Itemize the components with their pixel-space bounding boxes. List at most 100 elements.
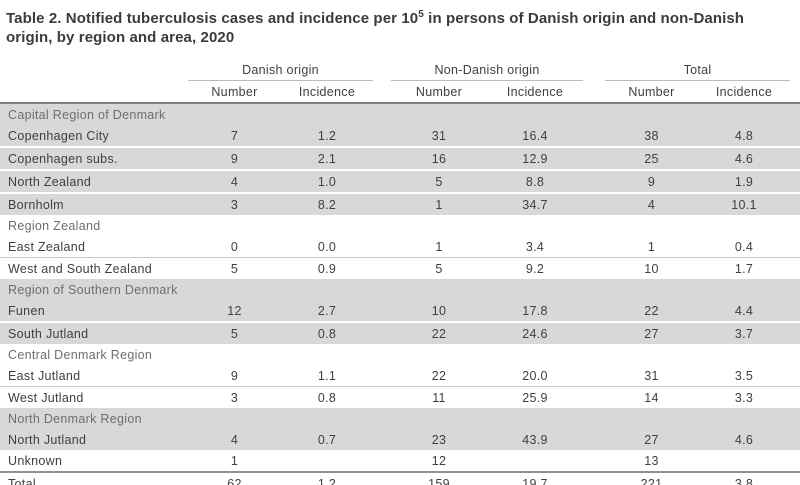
group-gap: [790, 257, 800, 279]
cell-number-total: 38: [605, 125, 699, 147]
row-label: North Denmark Region: [0, 408, 188, 429]
cell-incidence-danish: 1.0: [281, 169, 374, 193]
cell-incidence-danish: 0.9: [281, 257, 374, 279]
cell-number-danish: 0: [230, 239, 239, 254]
cell-incidence-danish: 8.2: [281, 192, 374, 215]
group-gap: [583, 146, 606, 170]
cell-incidence-danish: 0.8: [281, 321, 374, 344]
region-section-row: Region Zealand: [0, 215, 800, 236]
group-gap: [583, 169, 606, 193]
group-gap: [790, 169, 800, 193]
row-label: Copenhagen subs.: [0, 146, 188, 170]
group-gap: [373, 386, 392, 408]
area-data-row: East Zealand 0 0.0 1 3.4 1 0.4: [0, 236, 800, 258]
group-gap: [373, 257, 392, 279]
subheader-number-total: Number: [605, 80, 699, 104]
cell-incidence-danish: [281, 450, 373, 472]
cell-incidence-total: 1.9: [698, 169, 791, 193]
row-label: North Zealand: [0, 169, 188, 193]
cell-incidence-non-danish: 16.4: [487, 125, 584, 147]
subheader-number-non-danish: Number: [391, 80, 488, 104]
region-section-row: North Denmark Region: [0, 408, 800, 429]
section-row-filler: [188, 103, 800, 125]
group-gap: [583, 450, 605, 472]
cell-number-danish: 7: [188, 125, 281, 147]
cell-incidence-non-danish: 17.8: [487, 300, 584, 322]
cell-incidence-total: 3.3: [698, 386, 791, 408]
cell-incidence-non-danish: 9.2: [487, 257, 584, 279]
group-gap: [790, 471, 800, 485]
cell-number-danish: 9: [188, 146, 281, 170]
group-gap: [583, 257, 606, 279]
cell-number-danish: 4: [188, 429, 281, 450]
group-gap: [790, 365, 800, 387]
group-gap: [583, 321, 606, 344]
cell-incidence-non-danish: 3.4: [525, 239, 545, 254]
cell-number-non-danish: 31: [391, 125, 488, 147]
cell-incidence-non-danish: 19.7: [487, 471, 584, 485]
group-gap: [583, 80, 606, 104]
cell-number-total: 13: [644, 453, 659, 468]
group-gap: [583, 471, 606, 485]
table-body: Capital Region of Denmark Copenhagen City…: [0, 103, 800, 485]
group-gap: [373, 125, 392, 147]
group-gap: [790, 236, 800, 258]
cell-incidence-non-danish: 8.8: [487, 169, 584, 193]
group-gap: [373, 365, 391, 387]
cell-incidence-danish: 0.0: [317, 239, 337, 254]
group-gap: [790, 450, 800, 472]
cell-incidence-total: 0.4: [734, 239, 754, 254]
group-gap: [583, 386, 606, 408]
cell-number-danish: 3: [188, 386, 281, 408]
row-label: Total: [0, 471, 188, 485]
row-label: West Jutland: [0, 386, 188, 408]
label-column-spacer: [0, 80, 188, 104]
subheader-incidence-non-danish: Incidence: [487, 80, 584, 104]
cell-incidence-total: 4.4: [698, 300, 791, 322]
area-data-row: Copenhagen City 7 1.2 31 16.4 38 4.8: [0, 125, 800, 147]
cell-incidence-non-danish: 20.0: [522, 368, 548, 383]
cell-number-danish: 3: [188, 192, 281, 215]
cell-number-non-danish: 5: [391, 257, 488, 279]
right-edge-spacer: [790, 59, 800, 81]
group-gap: [790, 300, 800, 322]
group-gap: [583, 236, 605, 258]
label-column-spacer: [0, 59, 188, 81]
cell-number-non-danish: 11: [391, 386, 488, 408]
cell-number-non-danish: 12: [431, 453, 447, 468]
cell-number-danish: 5: [188, 257, 281, 279]
area-data-row: West Jutland 3 0.8 11 25.9 14 3.3: [0, 386, 800, 408]
group-gap: [790, 125, 800, 147]
column-group-row: Danish origin Non-Danish origin Total: [0, 59, 800, 81]
region-section-row: Central Denmark Region: [0, 344, 800, 365]
cell-number-non-danish: 1: [391, 192, 488, 215]
cell-number-total: 14: [605, 386, 699, 408]
group-gap: [373, 300, 392, 322]
region-section-row: Region of Southern Denmark: [0, 279, 800, 300]
cell-incidence-non-danish: 25.9: [487, 386, 584, 408]
group-gap: [790, 146, 800, 170]
cell-number-non-danish: 22: [391, 321, 488, 344]
tb-cases-table: Danish origin Non-Danish origin Total Nu…: [0, 59, 800, 485]
group-gap: [790, 192, 800, 215]
cell-number-total: 1: [647, 239, 656, 254]
group-gap: [373, 146, 392, 170]
cell-incidence-danish: 1.2: [281, 471, 374, 485]
cell-number-total: 25: [605, 146, 699, 170]
cell-incidence-non-danish: [487, 450, 583, 472]
cell-incidence-danish: 0.8: [281, 386, 374, 408]
row-label: Bornholm: [0, 192, 188, 215]
cell-number-total: 31: [644, 368, 659, 383]
group-gap: [583, 429, 606, 450]
subheader-incidence-total: Incidence: [698, 80, 791, 104]
area-data-row: Unknown 1 12 13: [0, 450, 800, 472]
cell-incidence-danish: 2.7: [281, 300, 374, 322]
row-label: Region Zealand: [8, 218, 101, 233]
cell-number-total: 221: [605, 471, 699, 485]
row-label: East Zealand: [8, 239, 86, 254]
group-gap: [583, 365, 605, 387]
cell-incidence-danish: 0.7: [281, 429, 374, 450]
row-label: East Jutland: [8, 368, 81, 383]
col-group-danish-origin: Danish origin: [188, 59, 374, 81]
group-gap: [373, 236, 391, 258]
